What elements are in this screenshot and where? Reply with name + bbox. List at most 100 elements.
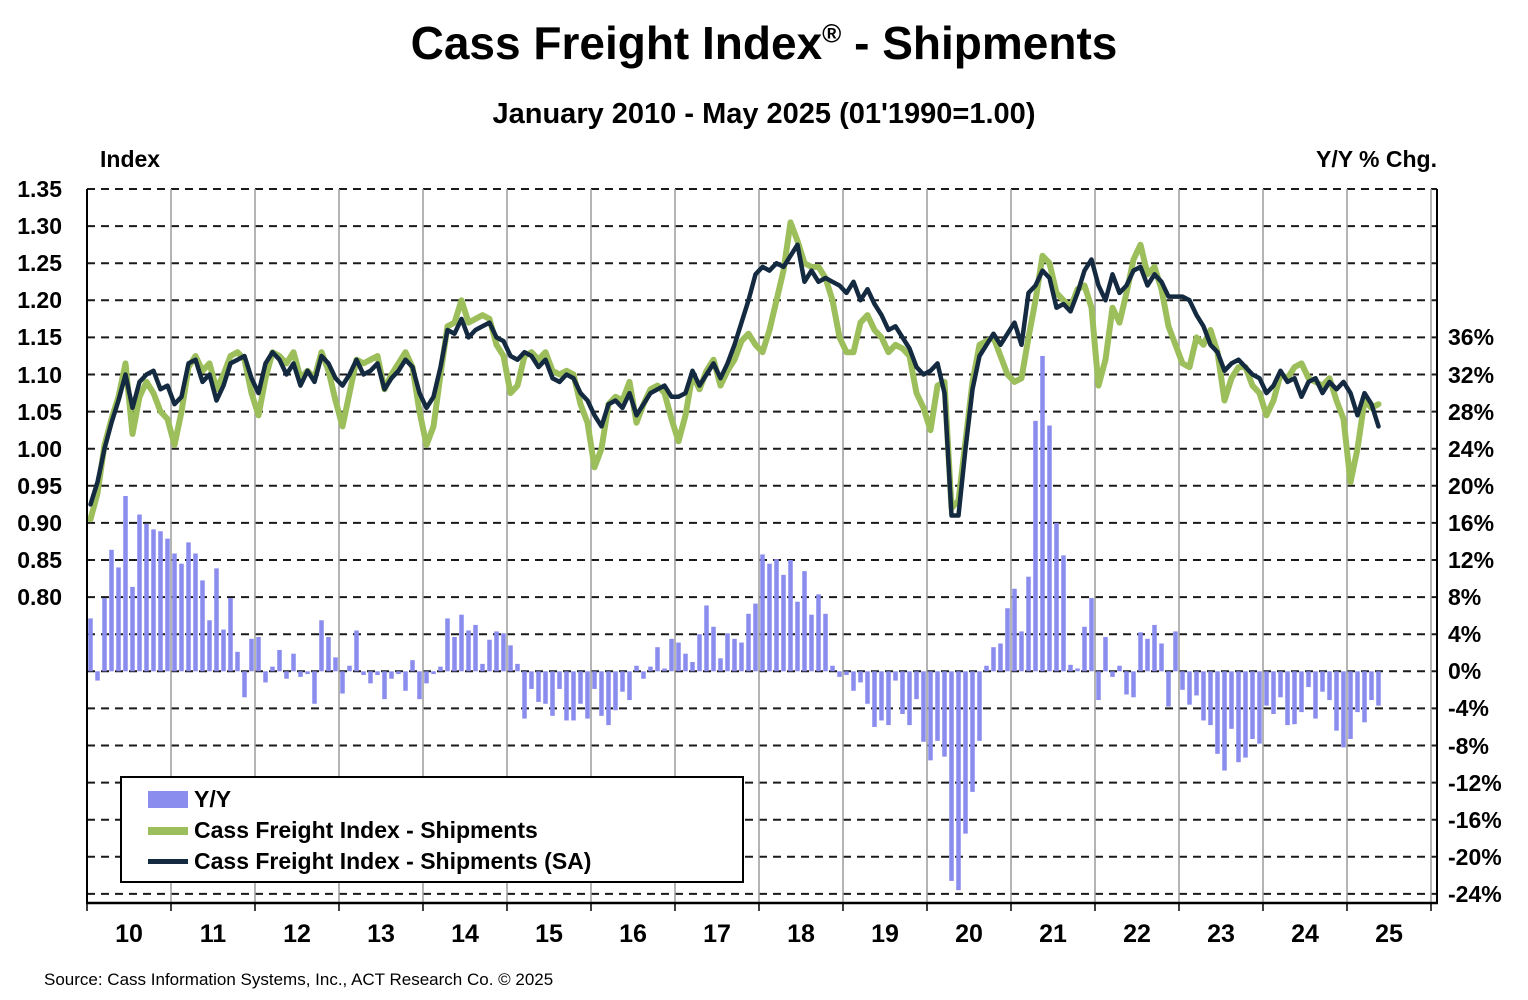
yy-bar <box>858 671 863 683</box>
yy-bar <box>991 647 996 672</box>
yy-bar <box>690 662 695 672</box>
yy-bar <box>837 671 842 677</box>
yy-bar <box>662 668 667 672</box>
yy-bar <box>725 633 730 672</box>
yy-bar <box>396 671 401 675</box>
yy-bar <box>1159 643 1164 672</box>
yy-bar <box>648 666 653 672</box>
yy-bar <box>970 671 975 792</box>
legend-label-yy: Y/Y <box>194 786 232 812</box>
yy-bar <box>1369 671 1374 701</box>
yy-bar <box>683 653 688 672</box>
yy-bar <box>1166 671 1171 707</box>
yy-bar <box>277 649 282 672</box>
right-axis-title: Y/Y % Chg. <box>1316 146 1437 172</box>
yy-bar <box>907 671 912 726</box>
yy-bar <box>95 671 100 681</box>
chart-title-suffix: - Shipments <box>841 17 1118 69</box>
yy-bar <box>613 671 618 711</box>
yy-bar <box>1215 671 1220 754</box>
shipments-sa-line-swatch <box>148 859 188 864</box>
yy-bar <box>949 671 954 881</box>
yy-bar <box>172 553 177 672</box>
yy-bar <box>466 630 471 672</box>
x-axis-year-label: 23 <box>1207 920 1235 948</box>
legend: Y/Y Cass Freight Index - Shipments Cass … <box>120 776 744 883</box>
shipments-line-swatch <box>148 826 188 835</box>
yy-bar <box>214 568 219 672</box>
right-axis-tick-label: -24% <box>1448 880 1502 907</box>
left-axis-tick-label: 1.10 <box>17 361 62 388</box>
yy-bar <box>319 620 324 672</box>
yy-bar <box>1222 671 1227 771</box>
yy-bar <box>179 563 184 672</box>
yy-bar <box>1131 671 1136 698</box>
legend-item-yy: Y/Y <box>148 784 742 815</box>
yy-bar <box>130 586 135 672</box>
yy-bar <box>403 671 408 691</box>
yy-bar <box>1061 555 1066 672</box>
yy-bar <box>515 663 520 672</box>
right-axis-tick-label: 4% <box>1448 621 1482 648</box>
yy-bar <box>865 671 870 704</box>
yy-bar <box>599 671 604 716</box>
yy-bar <box>634 665 639 672</box>
yy-bar <box>809 614 814 672</box>
yy-bar <box>522 671 527 719</box>
legend-item-shipments-sa: Cass Freight Index - Shipments (SA) <box>148 846 742 877</box>
yy-bar <box>746 613 751 672</box>
yy-bar <box>235 651 240 672</box>
right-axis-tick-label: 28% <box>1448 398 1495 425</box>
right-axis-tick-label: -8% <box>1448 732 1489 759</box>
x-axis-year-label: 14 <box>451 920 479 948</box>
yy-bar <box>1313 671 1318 719</box>
yy-bar <box>375 671 380 676</box>
yy-bar <box>186 542 191 672</box>
yy-bar <box>445 618 450 672</box>
yy-bar <box>1047 425 1052 672</box>
yy-bar <box>1278 671 1283 698</box>
yy-bar <box>795 601 800 672</box>
yy-bar <box>508 645 513 672</box>
yy-bar <box>977 671 982 741</box>
yy-bar <box>760 554 765 672</box>
left-axis-tick-label: 1.15 <box>17 324 62 351</box>
yy-bar <box>270 666 275 672</box>
yy-bar <box>956 671 961 891</box>
yy-bar <box>200 580 205 672</box>
yy-bar <box>1341 671 1346 748</box>
shipments-sa-line <box>88 242 1381 518</box>
yy-bar <box>676 642 681 672</box>
yy-bar <box>921 671 926 742</box>
x-axis-year-label: 24 <box>1291 920 1319 948</box>
yy-bar <box>844 671 849 676</box>
yy-bar <box>263 671 268 683</box>
yy-bar <box>718 658 723 672</box>
yy-bar <box>291 653 296 672</box>
yy-bar <box>144 523 149 672</box>
yy-bar <box>669 638 674 672</box>
yy-bar <box>872 671 877 727</box>
yy-bar <box>697 634 702 672</box>
chart-subtitle: January 2010 - May 2025 (01'1990=1.00) <box>492 98 1036 130</box>
yy-bar <box>1257 671 1262 744</box>
yy-bar <box>1089 598 1094 672</box>
x-axis-year-label: 25 <box>1375 920 1403 948</box>
yy-bar <box>1243 671 1248 758</box>
yy-bar <box>893 671 898 681</box>
yy-bar <box>536 671 541 702</box>
yy-bar <box>1110 671 1115 677</box>
yy-bar <box>88 618 93 672</box>
right-axis-tick-label: 8% <box>1448 584 1482 611</box>
yy-bar <box>816 594 821 672</box>
left-axis-title: Index <box>100 146 161 172</box>
yy-bar <box>389 671 394 679</box>
yy-bar <box>326 636 331 672</box>
yy-bar <box>137 514 142 672</box>
right-axis-tick-label: 0% <box>1448 658 1482 685</box>
yy-bar <box>256 636 261 672</box>
x-axis-year-label: 18 <box>787 920 815 948</box>
yy-bar <box>1306 671 1311 688</box>
yy-bar <box>543 671 548 704</box>
